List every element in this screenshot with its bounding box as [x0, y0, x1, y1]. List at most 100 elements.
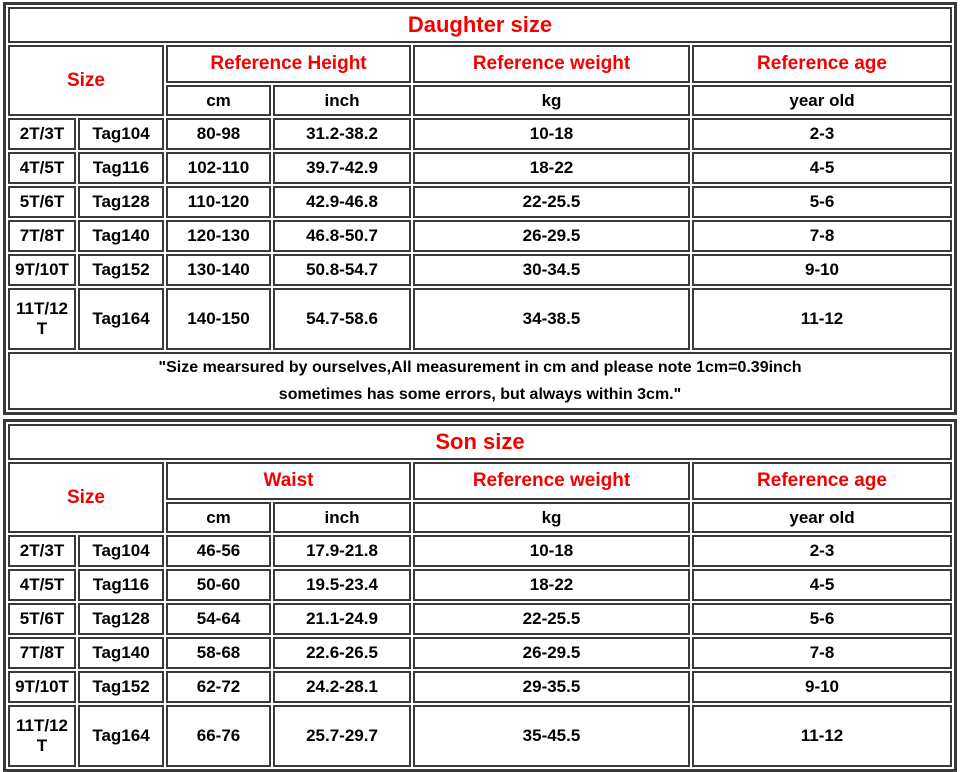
header-reference-height: Reference Height — [166, 45, 411, 83]
inch-cell: 21.1-24.9 — [273, 603, 411, 635]
size-cell: 2T/3T — [8, 535, 76, 567]
size-cell: 5T/6T — [8, 603, 76, 635]
size-cell: 11T/12 T — [8, 288, 76, 350]
age-cell: 11-12 — [692, 705, 952, 767]
cm-cell: 102-110 — [166, 152, 271, 184]
cm-cell: 140-150 — [166, 288, 271, 350]
kg-cell: 30-34.5 — [413, 254, 690, 286]
kg-cell: 10-18 — [413, 535, 690, 567]
inch-cell: 22.6-26.5 — [273, 637, 411, 669]
tag-cell: Tag140 — [78, 637, 164, 669]
tag-cell: Tag164 — [78, 288, 164, 350]
kg-cell: 29-35.5 — [413, 671, 690, 703]
table-row: 11T/12 T Tag164 140-150 54.7-58.6 34-38.… — [8, 288, 952, 350]
kg-cell: 35-45.5 — [413, 705, 690, 767]
tag-cell: Tag116 — [78, 152, 164, 184]
table-row: 4T/5T Tag116 50-60 19.5-23.4 18-22 4-5 — [8, 569, 952, 601]
header-reference-weight: Reference weight — [413, 462, 690, 500]
header-row-groups: Size Reference Height Reference weight R… — [8, 45, 952, 116]
size-cell: 7T/8T — [8, 637, 76, 669]
subheader-year-old: year old — [692, 85, 952, 116]
header-row-units: cm inch kg year old — [8, 502, 952, 533]
age-cell: 2-3 — [692, 118, 952, 150]
cm-cell: 58-68 — [166, 637, 271, 669]
subheader-cm: cm — [166, 502, 271, 533]
age-cell: 7-8 — [692, 637, 952, 669]
inch-cell: 19.5-23.4 — [273, 569, 411, 601]
table-title-row: Daughter size — [8, 7, 952, 43]
size-cell: 11T/12 T — [8, 705, 76, 767]
header-waist: Waist — [166, 462, 411, 500]
age-cell: 2-3 — [692, 535, 952, 567]
measurement-note: "Size mearsured by ourselves,All measure… — [8, 352, 952, 410]
daughter-table-title: Daughter size — [8, 7, 952, 43]
table-row: 7T/8T Tag140 58-68 22.6-26.5 26-29.5 7-8 — [8, 637, 952, 669]
subheader-kg: kg — [413, 85, 690, 116]
inch-cell: 50.8-54.7 — [273, 254, 411, 286]
table-row: 2T/3T Tag104 80-98 31.2-38.2 10-18 2-3 — [8, 118, 952, 150]
tag-cell: Tag128 — [78, 186, 164, 218]
tag-cell: Tag128 — [78, 603, 164, 635]
kg-cell: 26-29.5 — [413, 220, 690, 252]
son-table-title: Son size — [8, 424, 952, 460]
cm-cell: 46-56 — [166, 535, 271, 567]
table-row: 9T/10T Tag152 130-140 50.8-54.7 30-34.5 … — [8, 254, 952, 286]
header-size: Size — [8, 45, 164, 116]
age-cell: 4-5 — [692, 152, 952, 184]
size-cell: 7T/8T — [8, 220, 76, 252]
cm-cell: 80-98 — [166, 118, 271, 150]
header-row-groups: Size Waist Reference weight Reference ag… — [8, 462, 952, 533]
tag-cell: Tag164 — [78, 705, 164, 767]
size-cell: 2T/3T — [8, 118, 76, 150]
kg-cell: 34-38.5 — [413, 288, 690, 350]
son-size-table: Son size Size Waist Reference weight Ref… — [3, 419, 957, 772]
age-cell: 5-6 — [692, 603, 952, 635]
subheader-inch: inch — [273, 85, 411, 116]
cm-cell: 66-76 — [166, 705, 271, 767]
table-row: 5T/6T Tag128 110-120 42.9-46.8 22-25.5 5… — [8, 186, 952, 218]
age-cell: 7-8 — [692, 220, 952, 252]
kg-cell: 22-25.5 — [413, 186, 690, 218]
table-row: 11T/12 T Tag164 66-76 25.7-29.7 35-45.5 … — [8, 705, 952, 767]
subheader-cm: cm — [166, 85, 271, 116]
age-cell: 9-10 — [692, 671, 952, 703]
tag-cell: Tag104 — [78, 535, 164, 567]
daughter-size-table: Daughter size Size Reference Height Refe… — [3, 2, 957, 415]
tag-cell: Tag116 — [78, 569, 164, 601]
inch-cell: 46.8-50.7 — [273, 220, 411, 252]
age-cell: 5-6 — [692, 186, 952, 218]
size-cell: 5T/6T — [8, 186, 76, 218]
header-size: Size — [8, 462, 164, 533]
size-cell: 9T/10T — [8, 254, 76, 286]
kg-cell: 18-22 — [413, 569, 690, 601]
kg-cell: 18-22 — [413, 152, 690, 184]
size-cell: 4T/5T — [8, 569, 76, 601]
measurement-note-line1: "Size mearsured by ourselves,All measure… — [158, 359, 802, 376]
inch-cell: 54.7-58.6 — [273, 288, 411, 350]
cm-cell: 110-120 — [166, 186, 271, 218]
header-reference-age: Reference age — [692, 462, 952, 500]
table-row: 2T/3T Tag104 46-56 17.9-21.8 10-18 2-3 — [8, 535, 952, 567]
inch-cell: 25.7-29.7 — [273, 705, 411, 767]
table-row: 5T/6T Tag128 54-64 21.1-24.9 22-25.5 5-6 — [8, 603, 952, 635]
subheader-inch: inch — [273, 502, 411, 533]
inch-cell: 24.2-28.1 — [273, 671, 411, 703]
subheader-year-old: year old — [692, 502, 952, 533]
age-cell: 4-5 — [692, 569, 952, 601]
table-row: 4T/5T Tag116 102-110 39.7-42.9 18-22 4-5 — [8, 152, 952, 184]
note-row: "Size mearsured by ourselves,All measure… — [8, 352, 952, 410]
size-cell: 4T/5T — [8, 152, 76, 184]
inch-cell: 39.7-42.9 — [273, 152, 411, 184]
tag-cell: Tag152 — [78, 254, 164, 286]
inch-cell: 31.2-38.2 — [273, 118, 411, 150]
inch-cell: 17.9-21.8 — [273, 535, 411, 567]
cm-cell: 50-60 — [166, 569, 271, 601]
tag-cell: Tag140 — [78, 220, 164, 252]
size-cell: 9T/10T — [8, 671, 76, 703]
kg-cell: 26-29.5 — [413, 637, 690, 669]
tag-cell: Tag104 — [78, 118, 164, 150]
cm-cell: 62-72 — [166, 671, 271, 703]
kg-cell: 10-18 — [413, 118, 690, 150]
tag-cell: Tag152 — [78, 671, 164, 703]
age-cell: 11-12 — [692, 288, 952, 350]
